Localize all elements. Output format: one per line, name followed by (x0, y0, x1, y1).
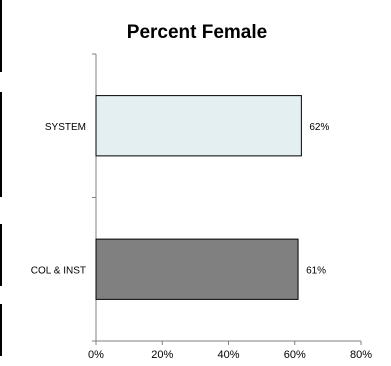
edge-divider-lower (0, 224, 2, 286)
x-tick-label: 0% (88, 349, 104, 361)
edge-divider-upper (0, 92, 2, 197)
bar (95, 238, 299, 300)
category-label: COL & INST (31, 265, 86, 276)
data-label: 61% (306, 265, 326, 276)
x-tick-label: 60% (284, 349, 306, 361)
chart-title: Percent Female (127, 22, 267, 43)
bar (95, 95, 302, 157)
x-tick-label: 20% (151, 349, 173, 361)
edge-divider-bottom (0, 304, 2, 356)
x-tick-label: 40% (217, 349, 239, 361)
category-label: SYSTEM (45, 122, 86, 133)
edge-divider-top (0, 0, 2, 72)
plot-area: 0% 20% 40% 60% 80% SYSTEM 62% COL & INST 61% (31, 53, 372, 361)
x-tick-label: 80% (350, 349, 372, 361)
data-label: 62% (309, 122, 329, 133)
